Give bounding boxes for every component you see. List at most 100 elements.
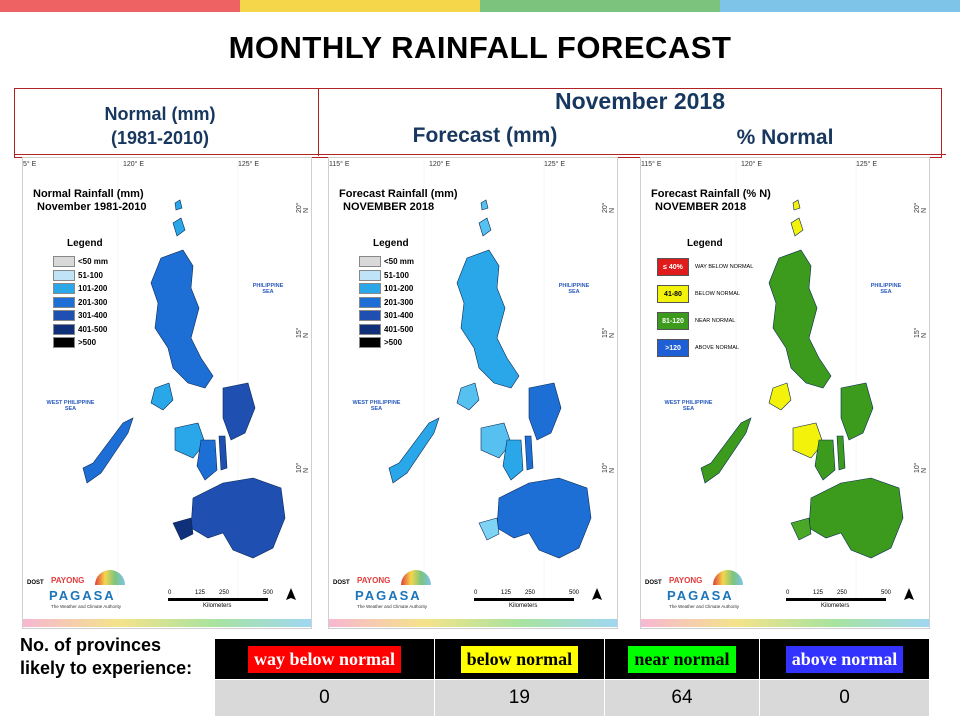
umbrella-icon <box>401 570 431 585</box>
scale-label: 500 <box>569 590 580 596</box>
island-region <box>814 439 836 481</box>
island-region <box>82 417 134 484</box>
top-bar-segment <box>720 0 960 12</box>
provinces-header-row: way below normal below normal near norma… <box>214 638 930 680</box>
island-region <box>456 249 520 389</box>
header-divider <box>318 88 319 156</box>
legend-swatch <box>359 337 381 348</box>
sea-label-east: PHILIPPINE SEA <box>252 283 284 295</box>
legend-entry: <50 mm <box>359 256 414 267</box>
map-title-line1: Forecast Rainfall (% N) <box>651 188 771 200</box>
legend-entry: 51-100 <box>359 269 409 281</box>
legend-label: 201-300 <box>384 297 414 307</box>
category-cell: way below normal <box>214 638 435 680</box>
legend-label: 101-200 <box>78 284 108 293</box>
legend-label: <50 mm <box>78 257 109 266</box>
logo-payong: PAYONG <box>669 576 703 585</box>
longitude-label: 115° E <box>641 161 662 168</box>
legend-label: 201-300 <box>78 297 108 307</box>
normal-header-line1: Normal (mm) <box>104 104 216 124</box>
provinces-table: way below normal below normal near norma… <box>214 638 930 717</box>
latitude-label: 15° N <box>296 327 310 338</box>
map-panel: 115° E 120° E 125° E 20° N 15° N 10° N Forecas… <box>640 157 930 629</box>
logo-dost: DOST <box>27 580 44 586</box>
scale-label: 500 <box>263 590 274 596</box>
philippines-map <box>641 158 929 627</box>
island-region <box>172 517 194 541</box>
scale-label: 125 <box>501 590 512 596</box>
legend-entry: 301-400 <box>359 310 413 321</box>
month-header: November 2018 <box>554 88 726 114</box>
category-cell: below normal <box>433 638 605 680</box>
category-near-normal: near normal <box>628 645 736 673</box>
legend-entry: 51-100 <box>53 269 103 281</box>
logo-dost: DOST <box>333 580 350 586</box>
logo-dost: DOST <box>645 580 662 586</box>
legend-swatch <box>53 337 75 348</box>
map-title: Forecast Rainfall (% N) NOVEMBER 2018 <box>651 188 771 214</box>
legend-label: >500 <box>78 338 97 347</box>
legend-label: 101-200 <box>384 284 414 293</box>
latitude-label: 15° N <box>602 327 616 338</box>
latitude-label: 15° N <box>914 327 928 338</box>
longitude-label: 120° E <box>123 161 145 168</box>
latitude-label: 20° N <box>602 202 616 213</box>
logo-pagasa: PAGASA <box>355 588 422 603</box>
legend-swatch <box>53 310 75 321</box>
latitude-label: 20° N <box>914 202 928 213</box>
island-region <box>768 382 792 411</box>
latitude-label: 10° N <box>602 462 616 473</box>
legend-entry: 401-500 <box>359 323 413 335</box>
map-panel: 115° E 120° E 125° E 20° N 15° N 10° N Forecas… <box>328 157 618 629</box>
philippines-map <box>329 158 617 627</box>
map-title-line1: Normal Rainfall (mm) <box>33 188 144 200</box>
legend-description: ABOVE NORMAL <box>695 345 740 351</box>
scale-bar <box>474 598 574 601</box>
island-region <box>478 517 500 541</box>
logo-tagline: The Weather and Climate Authority <box>357 604 427 609</box>
scale-unit: Kilometers <box>821 603 850 609</box>
legend-description: WAY BELOW NORMAL <box>695 264 754 270</box>
provinces-label: No. of provinces likely to experience: <box>20 635 193 678</box>
legend-swatch <box>359 283 381 294</box>
latitude-label: 10° N <box>914 462 928 473</box>
legend-entry: ≤ 40% WAY BELOW NORMAL <box>657 258 753 276</box>
pagasa-logo: DOST PAYONG PAGASA The Weather and Climate … <box>27 570 137 622</box>
scale-bar <box>168 598 268 601</box>
legend-entry: 101-200 <box>359 283 413 294</box>
map-title-line2: NOVEMBER 2018 <box>655 201 747 213</box>
gradient-strip <box>329 619 617 627</box>
legend-swatch <box>53 296 75 308</box>
island-region <box>222 382 256 441</box>
map-title-line2: NOVEMBER 2018 <box>343 201 435 213</box>
legend-entry: >500 <box>359 337 402 348</box>
longitude-label: 115° E <box>329 161 350 168</box>
provinces-count-row: 0 19 64 0 <box>214 679 930 717</box>
island-region <box>700 417 752 484</box>
island-region <box>502 439 524 481</box>
longitude-label: 120° E <box>741 161 763 168</box>
legend-swatch: 41-80 <box>657 285 689 303</box>
legend-label: 301-400 <box>78 311 108 320</box>
island-region <box>388 417 440 484</box>
legend-swatch <box>359 296 381 308</box>
island-region <box>480 199 489 211</box>
legend-entry: 301-400 <box>53 310 107 321</box>
logo-pagasa: PAGASA <box>667 588 734 603</box>
north-arrow-icon <box>904 588 914 600</box>
legend-entry: 41-80 BELOW NORMAL <box>657 285 740 303</box>
legend-entry: >500 <box>53 337 96 348</box>
legend-swatch <box>53 256 75 267</box>
legend-entry: 401-500 <box>53 323 107 335</box>
scale-unit: Kilometers <box>203 603 232 609</box>
map-title-line2: November 1981-2010 <box>37 201 147 213</box>
count-near-normal: 64 <box>603 679 761 717</box>
category-cell: above normal <box>759 638 930 680</box>
island-region <box>456 382 480 411</box>
island-region <box>480 422 512 459</box>
island-region <box>790 217 804 237</box>
count-above-normal: 0 <box>759 679 930 717</box>
legend-swatch <box>53 283 75 294</box>
forecast-header: Forecast (mm) <box>412 124 558 147</box>
island-region <box>174 199 183 211</box>
